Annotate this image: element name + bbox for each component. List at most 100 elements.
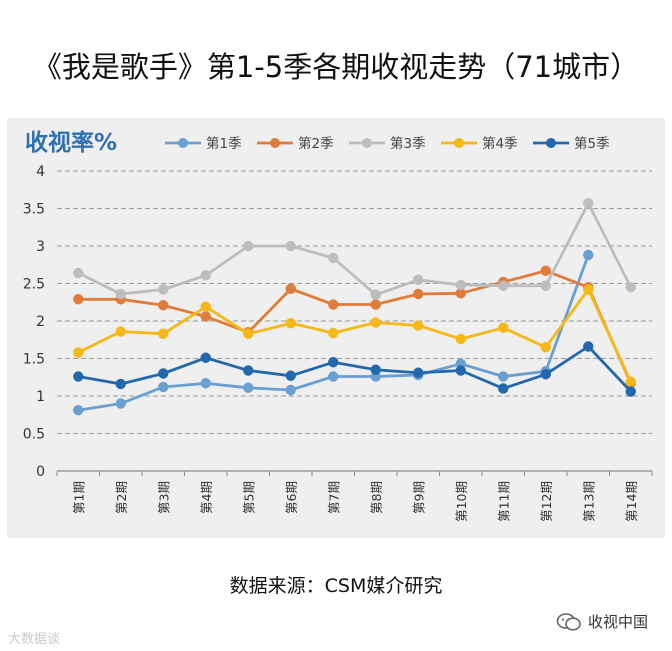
data-point <box>583 198 594 209</box>
x-tick-label: 第5期 <box>241 481 256 514</box>
data-point <box>413 274 424 285</box>
y-tick-label: 3.5 <box>23 202 45 218</box>
x-tick-label: 第14期 <box>624 481 639 522</box>
data-point <box>625 386 636 397</box>
data-point <box>370 299 381 310</box>
legend-swatch-dot <box>362 138 372 148</box>
data-point <box>498 383 509 394</box>
data-point <box>285 370 296 381</box>
data-point <box>73 371 84 382</box>
wechat-icon <box>556 612 581 631</box>
data-point <box>243 328 254 339</box>
legend-item: 第3季 <box>349 135 426 152</box>
watermark-right-text: 收视中国 <box>587 613 648 631</box>
watermark-left: 大数据谈 <box>8 628 60 647</box>
y-tick-label: 0.5 <box>23 427 45 443</box>
data-point <box>625 376 636 387</box>
x-tick-label: 第2期 <box>114 481 129 514</box>
data-point <box>243 382 254 393</box>
data-point <box>328 327 339 339</box>
y-tick-label: 3 <box>36 239 45 255</box>
data-point <box>455 365 466 376</box>
data-point <box>583 341 594 352</box>
x-axis: 第1期 第2期 第3期 第4期 第5期 第6期 第7期 第8期 第9期 第10期 第11期 第12期 第… <box>56 470 653 522</box>
data-point <box>328 357 339 368</box>
series-group <box>73 198 636 416</box>
data-point <box>328 299 339 310</box>
y-tick-label: 1.5 <box>23 352 45 368</box>
data-point <box>243 365 254 376</box>
data-point <box>540 280 551 291</box>
line-chart: 00.511.522.533.54 第1期 第2期 第3期 第4期 第5期 第6期 第7期第… <box>23 129 653 522</box>
data-point <box>498 371 509 382</box>
data-point <box>158 300 169 311</box>
data-point <box>243 240 254 252</box>
data-point <box>328 252 339 264</box>
data-point <box>200 352 211 363</box>
grid-lines <box>57 170 652 434</box>
y-tick-label: 1 <box>36 389 45 405</box>
source-note: 数据来源：CSM媒介研究 <box>229 575 443 597</box>
y-tick-label: 2.5 <box>23 277 45 293</box>
data-point <box>285 240 296 252</box>
data-point <box>158 381 169 393</box>
y-tick-label: 0 <box>36 464 45 480</box>
data-point <box>370 364 381 375</box>
data-point <box>285 283 296 294</box>
data-point <box>200 311 211 322</box>
legend-swatch-dot <box>546 138 556 148</box>
legend-item: 第4季 <box>441 135 518 152</box>
data-point <box>370 289 381 300</box>
y-tick-label: 2 <box>36 314 45 330</box>
legend-swatch-dot <box>270 138 280 148</box>
data-point <box>625 282 636 293</box>
data-point <box>455 279 466 291</box>
x-tick-label: 第13期 <box>581 481 596 522</box>
x-tick-label: 第11期 <box>496 481 511 522</box>
legend-item: 第5季 <box>533 135 610 152</box>
x-tick-label: 第6期 <box>284 481 299 514</box>
data-point <box>73 267 84 279</box>
data-point <box>583 249 594 261</box>
legend-label: 第1季 <box>206 135 242 152</box>
data-point <box>455 288 466 299</box>
data-point <box>413 320 424 331</box>
series-第3季 <box>73 198 636 300</box>
x-tick-label: 第9期 <box>411 481 426 514</box>
data-point <box>413 288 424 300</box>
data-point <box>115 398 126 409</box>
x-tick-label: 第10期 <box>454 481 469 522</box>
data-point <box>540 369 551 380</box>
data-point <box>455 333 466 345</box>
data-point <box>328 371 339 382</box>
data-point <box>583 284 594 295</box>
legend-label: 第4季 <box>482 135 518 152</box>
data-point <box>158 328 169 339</box>
data-point <box>200 270 211 281</box>
page-title: 《我是歌手》第1-5季各期收视走势（71城市） <box>32 50 640 84</box>
legend-label: 第5季 <box>574 135 610 152</box>
data-point <box>540 265 551 276</box>
watermark-right: 收视中国 <box>556 611 648 632</box>
legend-item: 第1季 <box>165 135 242 152</box>
data-point <box>498 322 509 333</box>
series-第5季 <box>73 341 636 397</box>
x-tick-label: 第8期 <box>369 481 384 514</box>
watermark-left-text: 大数据谈 <box>8 632 61 647</box>
legend-label: 第3季 <box>390 135 426 152</box>
data-point <box>115 326 126 337</box>
chart-panel: 0 0.5 1 1.5 2 2.5 3 3.5 4 第1期 第2期 第3期 第4期 第5期 第6期 第7期第… <box>7 118 665 538</box>
data-point <box>540 342 551 353</box>
data-point <box>200 301 211 312</box>
legend-item: 第2季 <box>257 135 334 152</box>
y-axis: 0 0.5 1 1.5 2 2.5 3 3.5 4 <box>23 164 45 480</box>
series-line <box>77 288 633 383</box>
x-tick-label: 第4期 <box>199 481 214 514</box>
legend-swatch-dot <box>454 138 464 148</box>
data-point <box>158 284 169 295</box>
series-line <box>78 345 632 393</box>
series-line <box>77 201 633 297</box>
data-point <box>73 347 84 358</box>
legend: 第1季 第2季 第3季 第4季 第5季 <box>165 135 610 152</box>
x-tick-label: 第7期 <box>326 481 341 514</box>
